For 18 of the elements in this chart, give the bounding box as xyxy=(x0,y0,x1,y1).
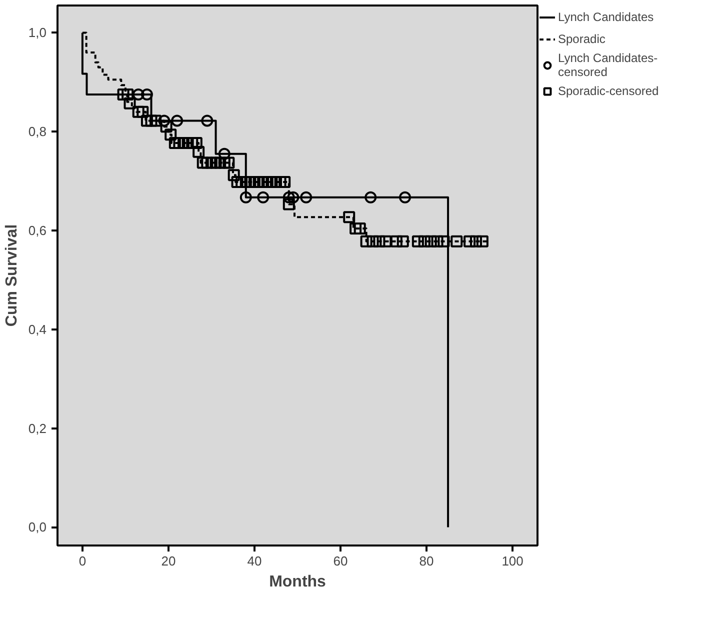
x-tick-label: 0 xyxy=(78,554,86,568)
y-tick-label: 0,2 xyxy=(28,420,47,436)
y-tick-label: 0,4 xyxy=(28,322,47,337)
x-axis-title: Months xyxy=(269,574,326,590)
legend-label: Sporadic xyxy=(558,32,606,46)
y-tick-label: 0,8 xyxy=(28,124,47,140)
x-tick-label: 80 xyxy=(419,554,434,568)
legend-label: Lynch Candidates-censored xyxy=(558,51,658,79)
y-tick-label: 1,0 xyxy=(28,25,47,40)
legend-label: Lynch Candidates xyxy=(558,10,654,24)
y-tick-label: 0,6 xyxy=(28,223,47,238)
y-tick-label: 0,0 xyxy=(28,520,47,535)
x-tick-label: 20 xyxy=(161,554,176,568)
x-tick-label: 40 xyxy=(247,554,262,568)
x-tick-label: 60 xyxy=(333,554,348,568)
x-tick-label: 100 xyxy=(502,554,524,568)
y-axis-title: Cum Survival xyxy=(3,224,20,327)
legend-label: Sporadic-censored xyxy=(558,84,659,98)
